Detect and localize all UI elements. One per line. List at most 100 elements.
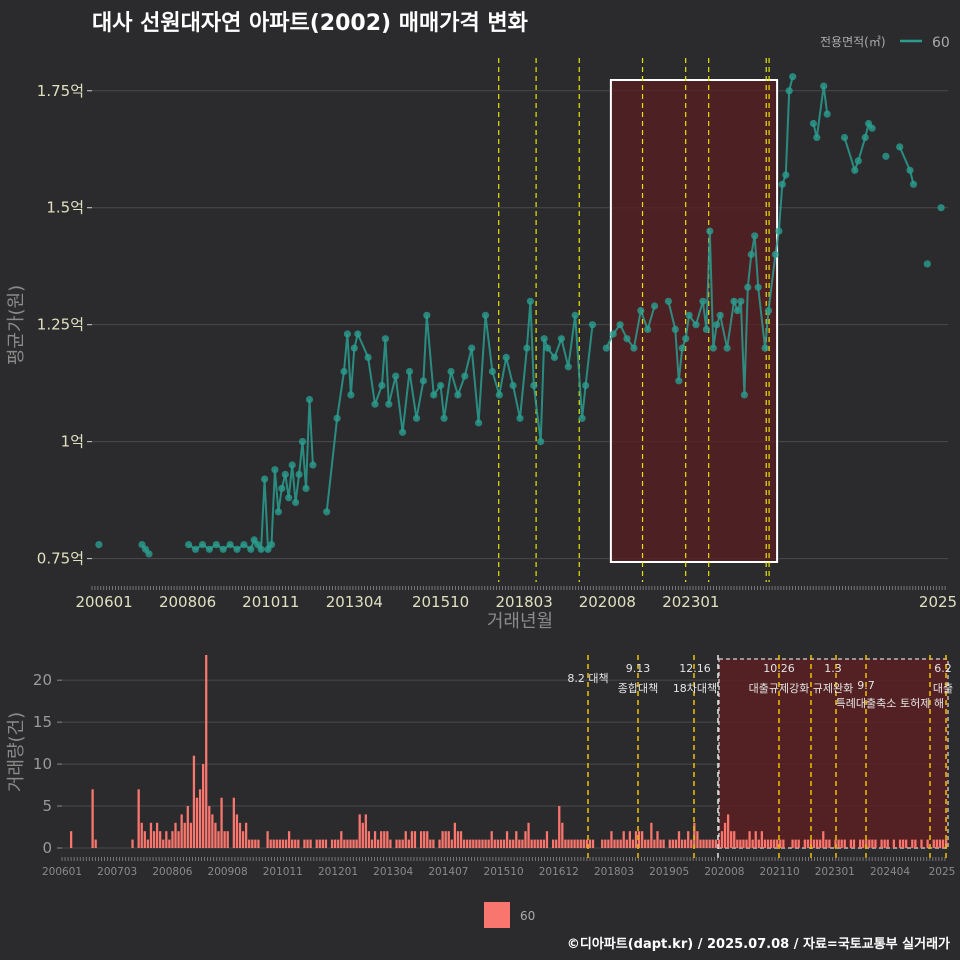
- volume-bar-66: [272, 839, 275, 848]
- volume-bar-193: [662, 839, 665, 848]
- price-point-112: [782, 171, 790, 179]
- volume-bar-103: [386, 831, 389, 848]
- annotation-date-2: 12.16: [679, 662, 711, 675]
- volume-bar-232: [782, 839, 785, 848]
- volume-bar-76: [303, 839, 306, 848]
- volume-bar-117: [429, 839, 432, 848]
- volume-bar-265: [883, 839, 886, 848]
- volume-bar-212: [720, 831, 724, 848]
- volume-bar-205: [699, 839, 702, 848]
- volume-annotations: 8.2 대책 9.13 종합대책 12.16 18차대책 10.26 대출규제강화 1.3 규제…: [567, 662, 953, 710]
- price-x-tick-label-3: 201304: [326, 593, 383, 611]
- annotation-label-7: 대출: [933, 682, 953, 695]
- volume-bar-134: [481, 839, 484, 848]
- price-y-tick-label-4: 1.75억: [37, 82, 84, 100]
- volume-bar-85: [330, 839, 334, 848]
- volume-x-tick-label-4: 201011: [263, 866, 303, 878]
- volume-bar-268: [892, 839, 896, 848]
- volume-x-tick-label-9: 201612: [539, 866, 579, 878]
- volume-bar-22: [137, 789, 140, 848]
- volume-bar-160: [561, 822, 564, 848]
- volume-x-tick-label-0: 200601: [42, 866, 82, 878]
- volume-bar-159: [558, 806, 561, 848]
- volume-bar-29: [159, 831, 162, 848]
- volume-bar-246: [825, 839, 828, 848]
- volume-bar-155: [545, 831, 549, 848]
- volume-bar-31: [165, 831, 168, 848]
- volume-bar-189: [650, 822, 653, 848]
- volume-bar-73: [294, 839, 297, 848]
- volume-x-tick-label-11: 201905: [649, 866, 689, 878]
- volume-y-axis-title: 거래량(건): [6, 712, 27, 792]
- volume-x-axis: 200601 200703 200806 200908 201011 201201 2013…: [42, 857, 955, 878]
- volume-bar-261: [871, 839, 874, 848]
- volume-bar-196: [671, 839, 674, 848]
- volume-bar-153: [539, 839, 542, 848]
- volume-bar-182: [628, 831, 631, 848]
- volume-bar-127: [459, 831, 463, 848]
- volume-bar-30: [162, 839, 165, 848]
- price-point-27: [295, 470, 303, 478]
- price-point-62: [509, 381, 517, 390]
- legend-entry-60: 60: [932, 35, 950, 51]
- price-point-4: [185, 541, 193, 549]
- price-point-55: [461, 372, 469, 380]
- volume-bar-158: [555, 839, 558, 848]
- volume-bar-48: [217, 831, 220, 848]
- price-point-106: [754, 283, 762, 291]
- volume-bar-65: [269, 839, 272, 848]
- volume-bar-201: [687, 831, 690, 848]
- volume-bar-70: [284, 839, 288, 848]
- volume-bar-124: [450, 839, 453, 848]
- volume-bar-254: [849, 839, 853, 848]
- price-point-124: [868, 124, 876, 132]
- volume-bar-100: [376, 839, 380, 848]
- volume-bar-168: [585, 839, 589, 848]
- volume-bar-255: [852, 839, 856, 848]
- price-point-77: [602, 344, 610, 352]
- volume-bar-112: [413, 831, 417, 848]
- price-point-83: [644, 325, 652, 333]
- price-point-94: [706, 227, 714, 235]
- volume-bar-96: [364, 814, 367, 848]
- price-point-57: [475, 419, 483, 427]
- volume-bar-51: [226, 831, 229, 848]
- volume-bar-80: [315, 839, 318, 848]
- price-point-84: [651, 302, 659, 310]
- volume-bar-69: [281, 839, 285, 848]
- volume-bar-249: [834, 839, 837, 848]
- price-point-121: [854, 157, 862, 165]
- volume-bar-122: [444, 831, 447, 848]
- price-point-66: [530, 381, 538, 390]
- price-point-75: [582, 381, 590, 390]
- volume-bar-213: [723, 822, 727, 848]
- volume-bar-279: [926, 839, 929, 848]
- volume-y-tick-label-4: 20: [33, 671, 52, 689]
- volume-bar-145: [515, 831, 518, 848]
- volume-bar-181: [625, 839, 628, 848]
- volume-bar-281: [932, 839, 935, 848]
- volume-bar-157: [551, 839, 555, 848]
- price-point-69: [544, 344, 552, 352]
- volume-bar-204: [696, 831, 699, 848]
- volume-bar-24: [143, 831, 146, 848]
- volume-bar-39: [189, 822, 192, 848]
- volume-bar-187: [644, 839, 647, 848]
- volume-bar-45: [208, 806, 211, 848]
- volume-bar-184: [634, 831, 638, 848]
- price-point-68: [540, 335, 548, 343]
- volume-bar-197: [674, 839, 678, 848]
- price-point-52: [440, 414, 448, 422]
- annotation-label-3: 대출규제강화: [749, 682, 810, 695]
- price-point-48: [419, 377, 427, 385]
- price-point-105: [751, 232, 759, 240]
- volume-bar-139: [496, 839, 499, 848]
- volume-x-tick-label-6: 201304: [373, 866, 413, 878]
- price-point-81: [630, 344, 638, 352]
- volume-bar-240: [806, 839, 810, 848]
- annotation-0: 8.2 대책: [567, 672, 608, 685]
- price-y-axis-title: 평균가(원): [6, 285, 27, 365]
- price-point-122: [861, 133, 869, 142]
- price-point-10: [226, 541, 234, 549]
- volume-bar-125: [453, 822, 457, 848]
